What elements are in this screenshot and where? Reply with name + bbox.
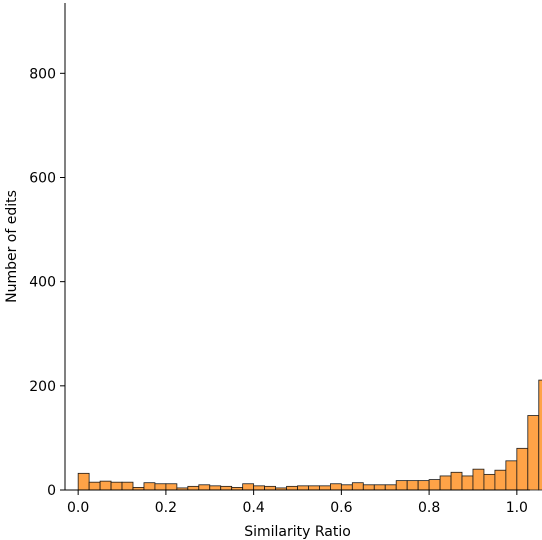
y-tick-label: 800 (29, 66, 56, 82)
histogram-bar (351, 482, 364, 491)
histogram-bar (384, 484, 397, 491)
histogram-bar (187, 485, 200, 491)
histogram-bar (297, 485, 309, 491)
histogram-bar (395, 480, 408, 491)
y-tick-label: 200 (29, 379, 56, 395)
histogram-bar (154, 483, 167, 491)
histogram-bar (362, 484, 375, 491)
histogram-bar (264, 485, 276, 491)
histogram-bar (417, 480, 430, 491)
histogram-bar (494, 469, 507, 491)
y-tick-label: 400 (29, 275, 56, 291)
y-tick-label: 600 (29, 170, 56, 186)
histogram-bar (373, 484, 386, 491)
histogram-bar (99, 480, 112, 491)
x-axis-title: Similarity Ratio (244, 524, 351, 540)
histogram-bar (209, 485, 222, 491)
histogram-bar (538, 379, 542, 491)
x-tick-label: 0.8 (418, 500, 440, 516)
histogram-bar (472, 468, 485, 491)
y-axis-ticks: 0 200 400 600 800 (29, 66, 65, 499)
histogram-bar (439, 475, 452, 491)
histogram-bar (110, 481, 123, 491)
x-tick-label: 0.6 (330, 500, 352, 516)
histogram-bar (165, 483, 178, 491)
histogram-bar (505, 460, 518, 491)
histogram-bar (483, 473, 496, 491)
histogram-bar (253, 485, 266, 491)
histogram-bar (220, 485, 233, 491)
x-tick-label: 1.0 (506, 500, 528, 516)
histogram-bar (77, 472, 90, 491)
histogram-bar (198, 484, 211, 491)
histogram-bar (286, 485, 298, 491)
histogram-bars (77, 379, 542, 491)
y-axis-title: Number of edits (4, 190, 20, 303)
histogram-bar (340, 484, 353, 491)
histogram-bar (450, 471, 463, 491)
histogram-bar (428, 479, 441, 491)
histogram-bar (461, 475, 474, 491)
histogram-bar (308, 485, 320, 491)
x-axis-ticks: 0.0 0.2 0.4 0.6 0.8 1.0 (67, 490, 528, 516)
histogram-bar (329, 483, 342, 491)
x-tick-label: 0.2 (155, 500, 177, 516)
histogram-bar (516, 447, 529, 491)
chart-axes (64, 3, 530, 491)
histogram-bar (319, 485, 331, 491)
histogram-bar (143, 482, 156, 491)
histogram-bar (88, 481, 101, 491)
histogram-bar (242, 483, 255, 491)
x-tick-label: 0.0 (67, 500, 89, 516)
histogram-bar (406, 480, 419, 491)
x-tick-label: 0.4 (242, 500, 264, 516)
histogram-bar (121, 481, 134, 491)
y-tick-label: 0 (47, 483, 56, 499)
histogram-bar (527, 415, 540, 491)
